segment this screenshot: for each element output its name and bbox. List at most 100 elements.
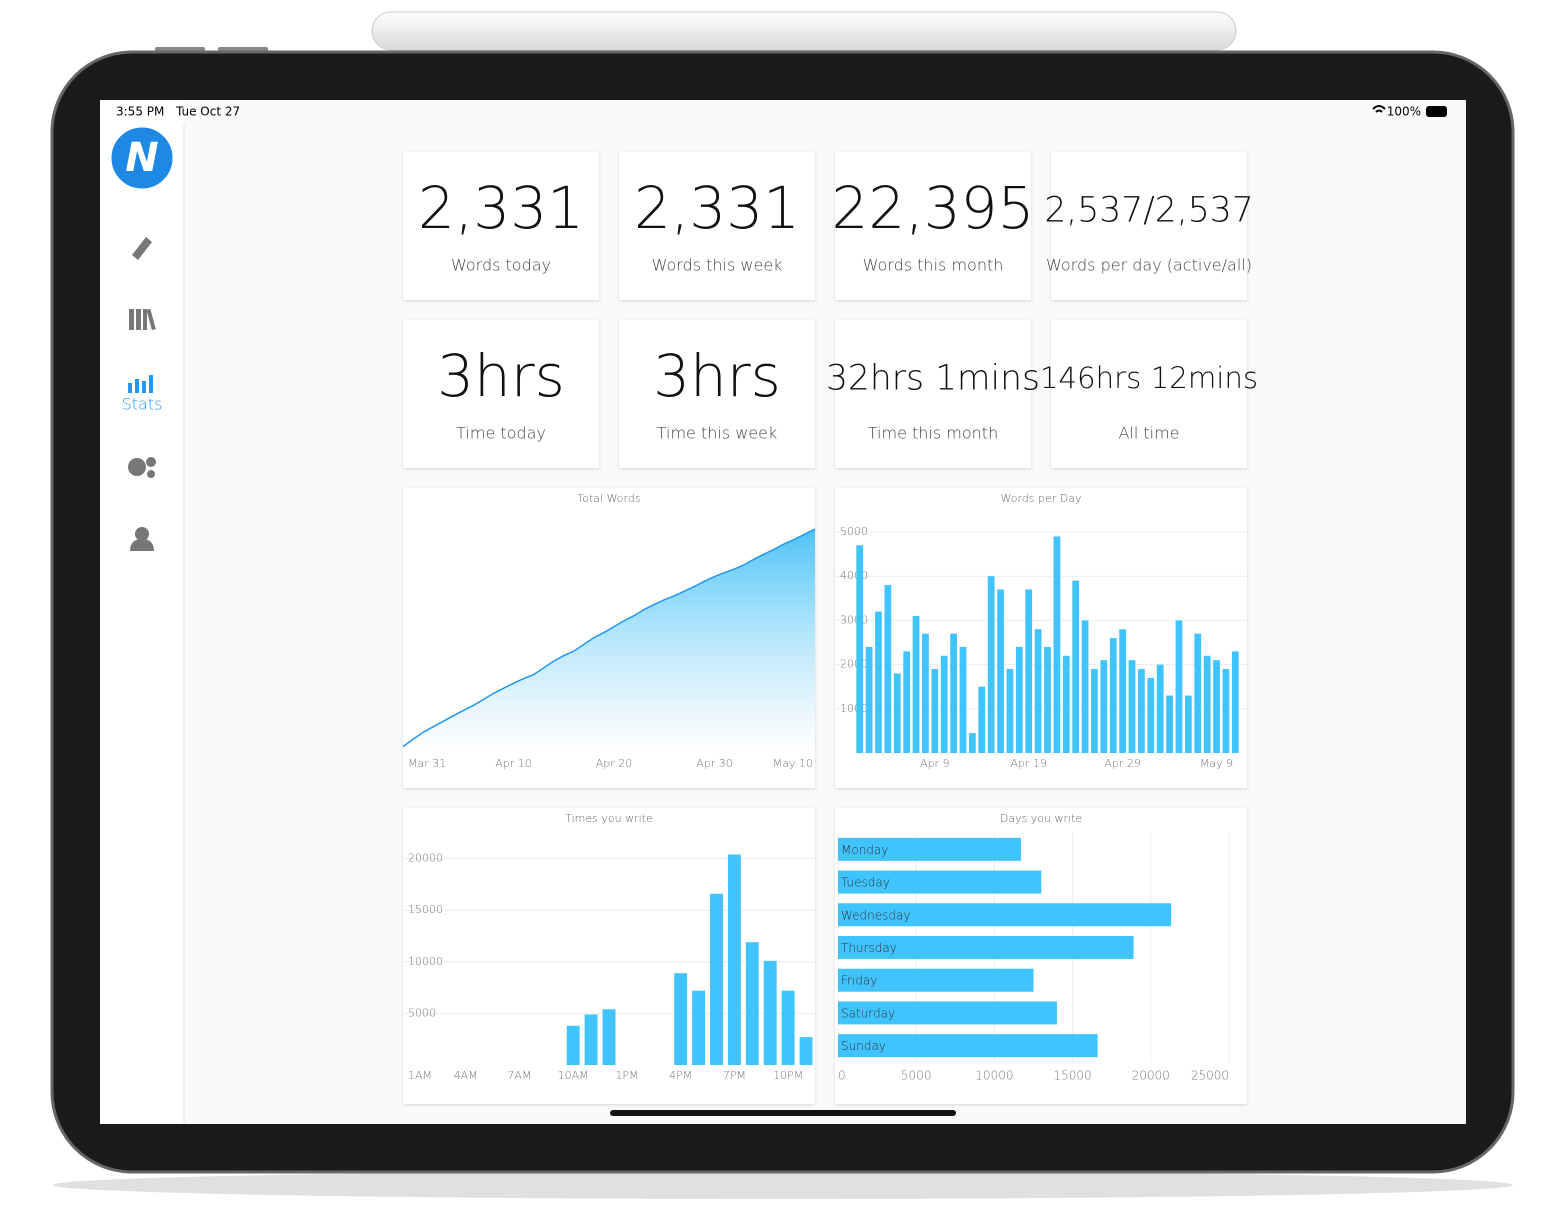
status-time: 3:55 PM <box>116 105 164 119</box>
bar <box>1109 638 1117 753</box>
bar <box>1147 677 1155 753</box>
x-tick-label: 1PM <box>615 1069 638 1082</box>
bar <box>692 990 706 1065</box>
y-tick-label: 10000 <box>408 955 443 968</box>
category-label: Sunday <box>841 1039 886 1053</box>
bar <box>566 1025 580 1065</box>
y-tick-label: 4000 <box>840 569 868 582</box>
stat-value: 2,537/2,537 <box>1044 191 1253 231</box>
x-tick-label: Apr 19 <box>1010 757 1047 770</box>
chart-title: Total Words <box>577 492 640 505</box>
stat-card <box>1051 152 1247 300</box>
stat-value: 2,331 <box>634 174 800 242</box>
write-icon[interactable] <box>132 237 152 260</box>
chart-title: Times you write <box>565 812 653 825</box>
bar <box>838 968 1034 992</box>
x-tick-label: May 9 <box>1200 757 1233 770</box>
bar <box>838 1034 1098 1058</box>
home-indicator <box>610 1110 956 1116</box>
status-date: Tue Oct 27 <box>175 105 240 119</box>
stat-label: Words this month <box>863 256 1004 275</box>
stat-value: 3hrs <box>437 342 565 410</box>
cards: 2,331 Words today 2,331 Words this week 22,3… <box>403 152 1258 468</box>
stats-icon[interactable] <box>128 375 153 393</box>
stat-value: 22,395 <box>832 174 1035 242</box>
x-tick-label: Apr 30 <box>696 757 733 770</box>
logo-text: N <box>125 135 158 181</box>
bar <box>950 633 957 753</box>
bar <box>1062 655 1070 753</box>
bar <box>838 870 1042 894</box>
x-tick-label: Mar 31 <box>408 757 446 770</box>
x-tick-label: Apr 10 <box>495 757 532 770</box>
x-tick-label: 15000 <box>1054 1069 1092 1083</box>
bar <box>838 837 1021 861</box>
bar <box>602 1009 616 1065</box>
y-tick-label: 15000 <box>408 903 443 916</box>
x-tick-label: May 10 <box>773 757 813 770</box>
x-tick-label: 4AM <box>454 1069 478 1082</box>
x-tick-label: 10000 <box>975 1069 1013 1083</box>
stat-value: 146hrs 12mins <box>1040 361 1258 395</box>
pencil <box>371 11 1237 51</box>
category-label: Friday <box>841 974 877 988</box>
library-icon[interactable] <box>129 308 156 331</box>
bar <box>1156 664 1164 753</box>
stat-label: Time today <box>456 424 546 443</box>
bar <box>710 893 723 1065</box>
bar <box>1044 646 1051 753</box>
bar <box>884 585 892 753</box>
bar <box>1203 655 1211 753</box>
x-tick-label: Apr 9 <box>920 757 950 770</box>
stat-label: Words today <box>451 256 551 275</box>
y-tick-label: 20000 <box>408 852 443 865</box>
x-tick-label: 1AM <box>408 1069 432 1082</box>
x-tick-label: 10AM <box>558 1069 589 1082</box>
bar <box>763 960 777 1065</box>
y-tick-label: 3000 <box>840 613 868 626</box>
bar <box>912 615 920 753</box>
bar <box>968 733 976 753</box>
device-shadow <box>53 1171 1513 1199</box>
x-tick-label: 20000 <box>1132 1069 1170 1083</box>
wifi-icon <box>1372 105 1386 113</box>
bar <box>1175 620 1183 753</box>
bar <box>1166 695 1173 753</box>
bar <box>1194 633 1202 753</box>
x-tick-label: Apr 29 <box>1104 757 1141 770</box>
bar <box>856 545 864 753</box>
bar <box>978 686 986 753</box>
bar <box>940 655 948 753</box>
x-tick-label: 10PM <box>773 1069 803 1082</box>
bar <box>745 942 759 1065</box>
settings-icon[interactable] <box>128 457 156 478</box>
y-tick-label: 1000 <box>840 702 868 715</box>
battery-text: 100% <box>1387 105 1421 119</box>
x-tick-label: 4PM <box>669 1069 692 1082</box>
x-tick-label: 25000 <box>1191 1069 1229 1083</box>
bar <box>875 611 882 753</box>
logo[interactable] <box>108 124 176 192</box>
category-label: Wednesday <box>841 908 910 922</box>
stat-value: 32hrs 1mins <box>826 359 1040 399</box>
y-tick-label: 5000 <box>408 1006 436 1019</box>
bar <box>1138 669 1145 753</box>
stat-label: Words this week <box>652 256 783 275</box>
bar <box>997 589 1004 753</box>
bar <box>959 646 967 753</box>
bar <box>1213 660 1220 753</box>
stat-label: Words per day (active/all) <box>1046 256 1252 275</box>
bar <box>584 1014 598 1065</box>
stats-label[interactable]: Stats <box>122 395 163 414</box>
bar <box>1025 589 1033 753</box>
stat-card <box>619 152 815 300</box>
stat-card <box>403 320 599 468</box>
bar <box>1034 629 1042 753</box>
bar <box>922 633 929 753</box>
stat-card <box>835 320 1031 468</box>
bar <box>1119 629 1127 753</box>
account-icon[interactable] <box>130 527 154 551</box>
stat-card <box>619 320 815 468</box>
bar <box>727 854 741 1065</box>
